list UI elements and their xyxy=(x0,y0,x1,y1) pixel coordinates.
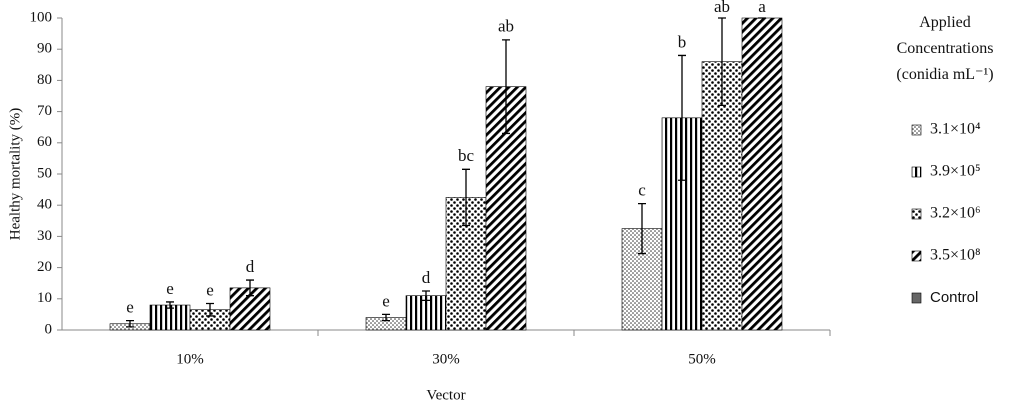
legend-swatch xyxy=(911,292,922,304)
legend-label: 3.2×10⁶ xyxy=(930,205,981,222)
bar xyxy=(405,295,447,331)
significance-letter: e xyxy=(126,298,134,317)
legend-label: 3.9×10⁵ xyxy=(930,163,981,180)
y-tick-label: 60 xyxy=(37,134,52,150)
x-tick-label: 50% xyxy=(688,351,716,367)
significance-letter: ab xyxy=(498,17,514,36)
x-tick-label: 30% xyxy=(432,351,460,367)
legend-swatch xyxy=(911,166,922,178)
y-tick-label: 50 xyxy=(37,165,52,181)
legend-label: Control xyxy=(930,289,978,306)
y-tick-label: 90 xyxy=(37,41,52,57)
legend-label: 3.1×10⁴ xyxy=(930,121,981,138)
significance-letter: e xyxy=(166,279,174,298)
error-bar xyxy=(206,302,214,317)
error-bar xyxy=(246,279,254,297)
legend-swatch xyxy=(911,208,922,220)
y-tick-label: 0 xyxy=(45,321,53,337)
error-bar xyxy=(422,290,430,302)
error-bar xyxy=(126,319,134,328)
y-tick-label: 20 xyxy=(37,259,52,275)
significance-letter: a xyxy=(758,0,766,16)
error-bar xyxy=(502,39,510,135)
error-bar xyxy=(638,202,646,255)
y-tick-label: 70 xyxy=(37,103,52,119)
significance-letter: e xyxy=(382,291,390,310)
x-tick-label: 10% xyxy=(176,351,204,367)
significance-letter: ab xyxy=(714,0,730,16)
error-bar xyxy=(166,301,174,309)
significance-letter: d xyxy=(422,268,431,287)
y-tick-label: 100 xyxy=(30,9,53,25)
x-axis-label: Vector xyxy=(426,387,465,403)
bar xyxy=(149,304,191,331)
significance-letter: bc xyxy=(458,146,475,165)
y-tick-label: 30 xyxy=(37,228,52,244)
significance-letter: b xyxy=(678,32,687,51)
y-axis-label: Healthy mortality (%) xyxy=(7,108,23,240)
legend-label: 3.5×10⁸ xyxy=(930,247,981,264)
bar xyxy=(741,17,783,331)
legend-swatch xyxy=(911,250,922,262)
y-tick-label: 80 xyxy=(37,72,52,88)
legend-title: Applied Concentrations (conidia mL⁻¹) xyxy=(896,14,994,83)
significance-letter: d xyxy=(246,257,255,276)
error-bar xyxy=(382,313,390,322)
error-bar xyxy=(718,17,726,107)
significance-letter: c xyxy=(638,181,646,200)
y-tick-label: 40 xyxy=(37,197,52,213)
legend-swatch xyxy=(911,124,922,136)
y-tick-label: 10 xyxy=(37,290,52,306)
error-bar xyxy=(678,54,686,181)
error-bar xyxy=(462,168,470,227)
significance-letter: e xyxy=(206,280,214,299)
